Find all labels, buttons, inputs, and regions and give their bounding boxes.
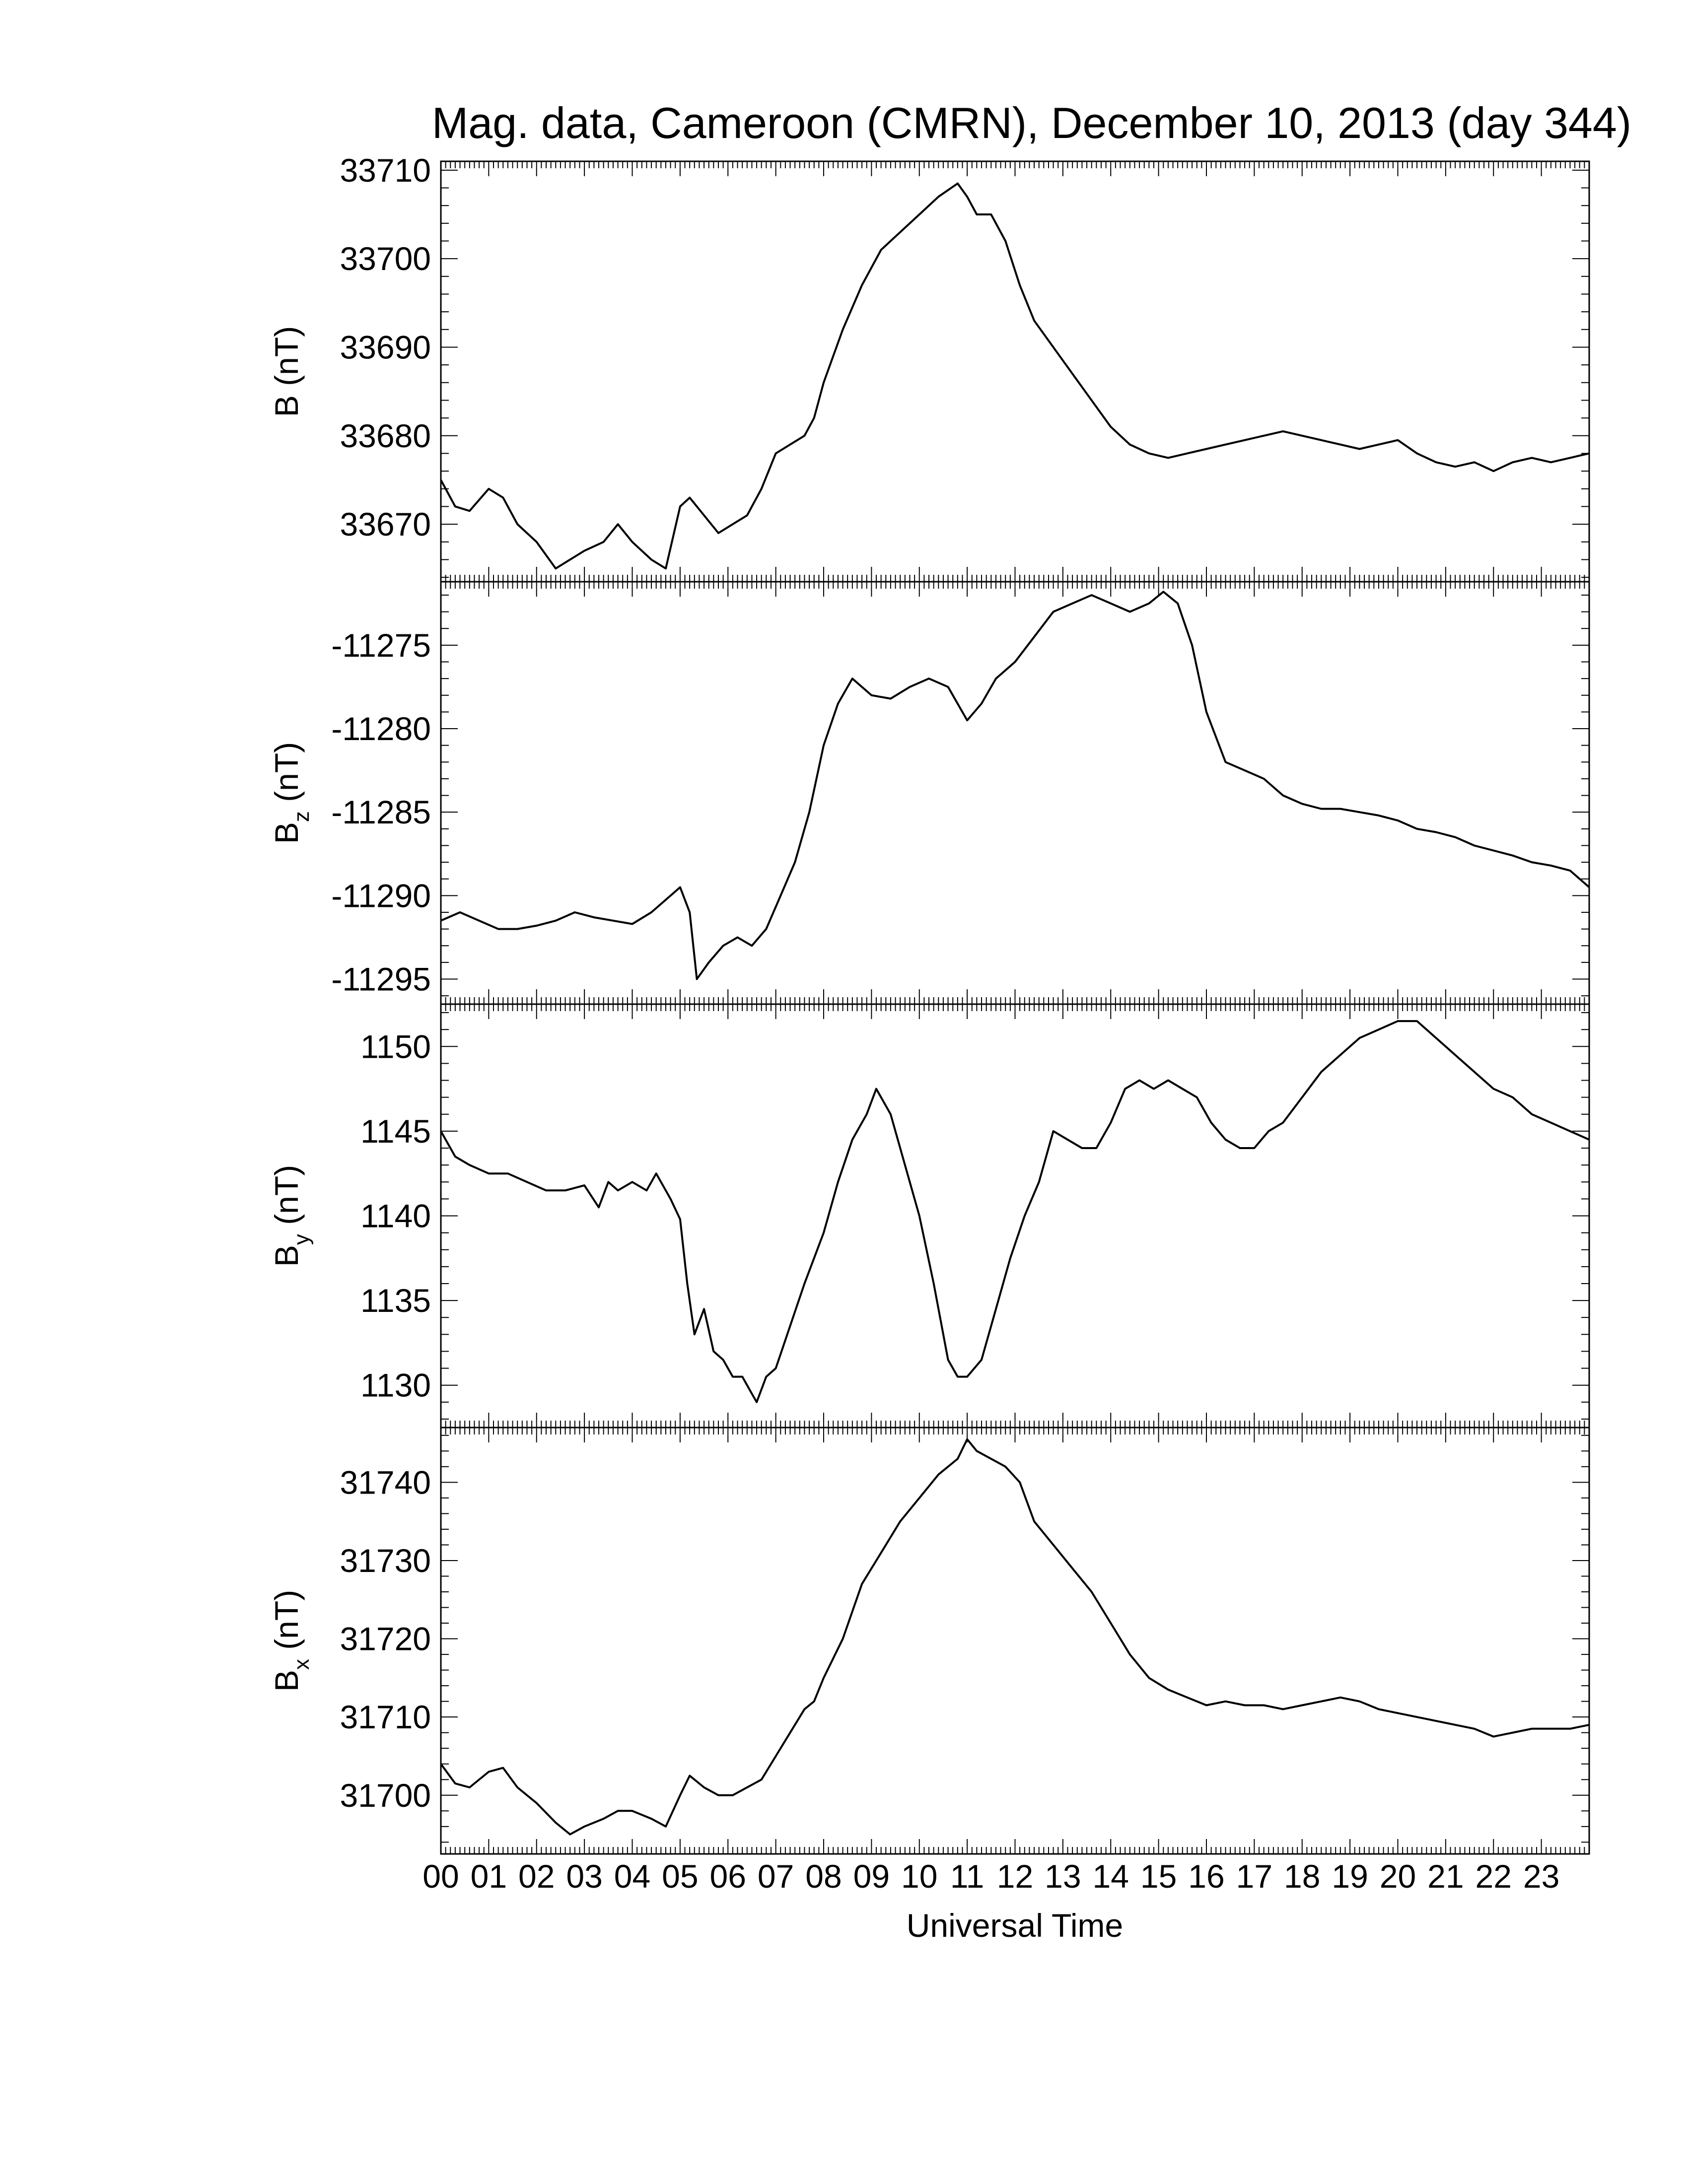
y-tick-label: 31720 [340,1621,431,1657]
y-tick-label: 33700 [340,240,431,277]
y-tick-label: 31700 [340,1777,431,1814]
x-axis-label: Universal Time [907,1907,1123,1944]
y-tick-label: 1140 [360,1198,431,1234]
y-axis-label-main: B [268,395,305,417]
x-tick-label: 06 [710,1858,746,1895]
x-tick-label: 18 [1284,1858,1320,1895]
x-tick-label: 10 [901,1858,937,1895]
y-tick-label: 31730 [340,1542,431,1579]
x-tick-label: 23 [1523,1858,1559,1895]
x-tick-label: 19 [1332,1858,1368,1895]
x-tick-label: 07 [758,1858,794,1895]
x-tick-label: 08 [805,1858,842,1895]
x-axis-tick-labels: 00 01 02 03 04 05 06 07 08 09 10 11 12 13 14 15 16 17 18 19… [422,1858,1559,1895]
plot-frame [440,1427,1590,1855]
y-axis-label: By (nT) [268,1165,314,1267]
x-tick-label: 04 [614,1858,650,1895]
x-tick-label: 00 [422,1858,459,1895]
y-axis-label-unit: (nT) [268,742,305,811]
x-tick-label: 11 [950,1858,985,1895]
y-axis-label-main: B [268,1670,305,1692]
y-tick-label: 31710 [340,1699,431,1735]
y-tick-label: 1150 [360,1028,431,1065]
panel-by: 1130 1135 1140 1145 1150 By (nT) [268,1003,1590,1429]
plot-frame [440,1003,1590,1429]
x-tick-label: 03 [566,1858,602,1895]
y-axis-label-subscript: x [289,1659,314,1670]
y-axis-label-subscript: y [289,1234,314,1245]
y-tick-label: -11290 [331,877,431,914]
y-axis-label-main: B [268,822,305,844]
y-axis-label-unit: (nT) [268,326,305,395]
y-axis-label-main: B [268,1245,305,1267]
panel-bx: 31700 31710 31720 31730 31740 Bx (nT) [268,1427,1590,1855]
x-tick-label: 01 [471,1858,507,1895]
plot-frame [440,160,1590,583]
x-tick-label: 09 [853,1858,890,1895]
series-line [440,1438,1590,1836]
y-tick-label: 1130 [360,1367,431,1404]
x-tick-label: 20 [1380,1858,1416,1895]
panel-b: 33670 33680 33690 33700 33710 B (nT) [268,152,1590,583]
x-tick-label: 17 [1236,1858,1272,1895]
x-tick-label: 15 [1140,1858,1177,1895]
y-tick-label: -11295 [331,961,431,998]
x-tick-label: 12 [997,1858,1033,1895]
y-axis-label: B (nT) [268,326,305,417]
x-tick-label: 13 [1045,1858,1081,1895]
y-tick-label: 1135 [360,1282,431,1319]
panel-bz: -11275 -11280 -11285 -11290 -11295 Bz (nT) [268,581,1590,1005]
plot-frame [440,581,1590,1005]
series-line [440,591,1590,980]
y-tick-label: 33710 [340,152,431,189]
x-tick-label: 21 [1427,1858,1464,1895]
y-tick-label: 33670 [340,506,431,543]
y-axis-label-unit: (nT) [268,1590,305,1659]
series-line [440,182,1590,570]
y-tick-label: -11285 [331,794,431,830]
chart-title: Mag. data, Cameroon (CMRN), December 10,… [432,98,1631,147]
y-tick-label: -11280 [331,710,431,747]
y-axis-label: Bz (nT) [268,742,314,844]
series-line [440,1020,1590,1403]
y-tick-label: 33680 [340,417,431,454]
y-tick-label: 31740 [340,1464,431,1501]
x-tick-label: 14 [1093,1858,1129,1895]
x-tick-label: 05 [662,1858,698,1895]
y-tick-label: -11275 [331,627,431,664]
y-tick-label: 1145 [360,1113,431,1150]
x-tick-label: 02 [518,1858,555,1895]
x-tick-label: 16 [1188,1858,1224,1895]
y-axis-label-unit: (nT) [268,1165,305,1234]
y-tick-label: 33690 [340,329,431,365]
x-tick-label: 22 [1476,1858,1512,1895]
y-axis-label-subscript: z [289,811,314,822]
y-axis-label: Bx (nT) [268,1590,314,1692]
